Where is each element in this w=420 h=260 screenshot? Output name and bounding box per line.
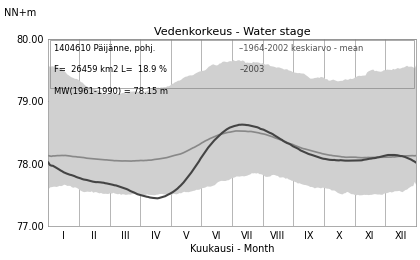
Text: NN+m: NN+m xyxy=(4,8,37,18)
Text: 1404610 Päijänne, pohj.: 1404610 Päijänne, pohj. xyxy=(54,44,155,53)
Text: MW(1961-1990) = 78.15 m: MW(1961-1990) = 78.15 m xyxy=(54,87,168,96)
Title: Vedenkorkeus - Water stage: Vedenkorkeus - Water stage xyxy=(154,27,310,37)
Text: –2003: –2003 xyxy=(239,65,265,74)
X-axis label: Kuukausi - Month: Kuukausi - Month xyxy=(190,244,274,254)
Text: –1964-2002 keskiarvo - mean: –1964-2002 keskiarvo - mean xyxy=(239,44,364,53)
Text: F=  26459 km2 L=  18.9 %: F= 26459 km2 L= 18.9 % xyxy=(54,65,167,74)
Bar xyxy=(50,40,414,88)
